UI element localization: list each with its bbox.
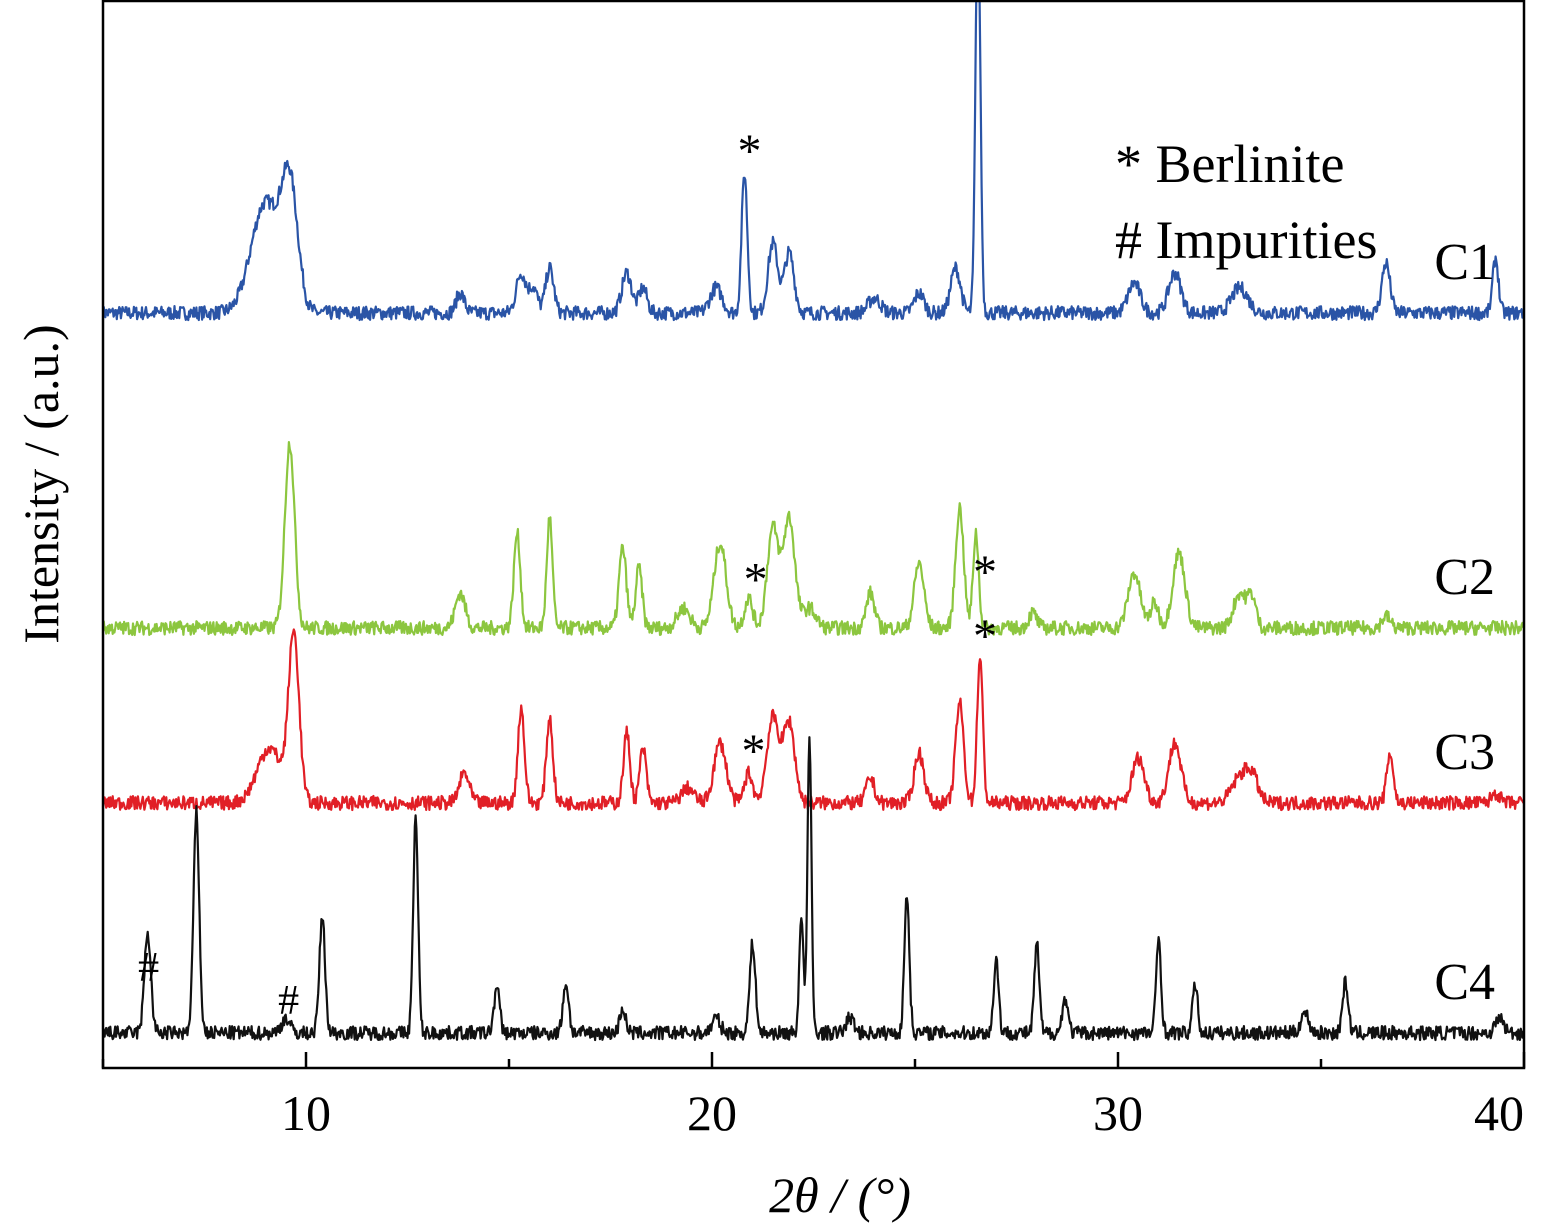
- legend-entry-impurities: # Impurities: [1115, 210, 1377, 270]
- series-label-c2: C2: [1434, 549, 1495, 606]
- annotation-layer: ******##: [138, 125, 997, 1024]
- series-line-c4: [101, 736, 1526, 1042]
- x-axis-label: 2θ / (°): [769, 1167, 911, 1223]
- x-tick-label-20: 20: [687, 1085, 737, 1141]
- series-line-c1: [101, 0, 1525, 322]
- annotation-c1-0: *: [737, 125, 761, 178]
- x-tick-label-10: 10: [281, 1085, 331, 1141]
- annotation-c4-1: #: [278, 978, 299, 1024]
- y-axis-label: Intensity / (a.u.): [13, 324, 69, 643]
- annotation-c3-1: *: [973, 610, 997, 663]
- series-label-c1: C1: [1434, 234, 1495, 291]
- series-line-c2: [101, 441, 1526, 637]
- x-tick-label-30: 30: [1093, 1085, 1143, 1141]
- series-label-c4: C4: [1434, 954, 1495, 1011]
- legend-entry-berlinite: * Berlinite: [1115, 134, 1344, 194]
- annotation-c3-0: *: [742, 725, 766, 778]
- series-line-c3: [101, 628, 1525, 812]
- annotation-c4-0: #: [138, 945, 159, 991]
- plot-frame: [101, 0, 1526, 1070]
- annotation-c2-0: *: [744, 553, 768, 606]
- x-ticks: 10 20 30 40: [101, 1052, 1526, 1141]
- series-layer: [101, 0, 1526, 1042]
- annotation-c2-1: *: [973, 546, 997, 599]
- series-label-c3: C3: [1434, 724, 1495, 781]
- x-tick-label-40: 40: [1474, 1085, 1524, 1141]
- series-labels: C1 C2 C3 C4: [1434, 234, 1495, 1011]
- legend: * Berlinite # Impurities: [1115, 134, 1377, 270]
